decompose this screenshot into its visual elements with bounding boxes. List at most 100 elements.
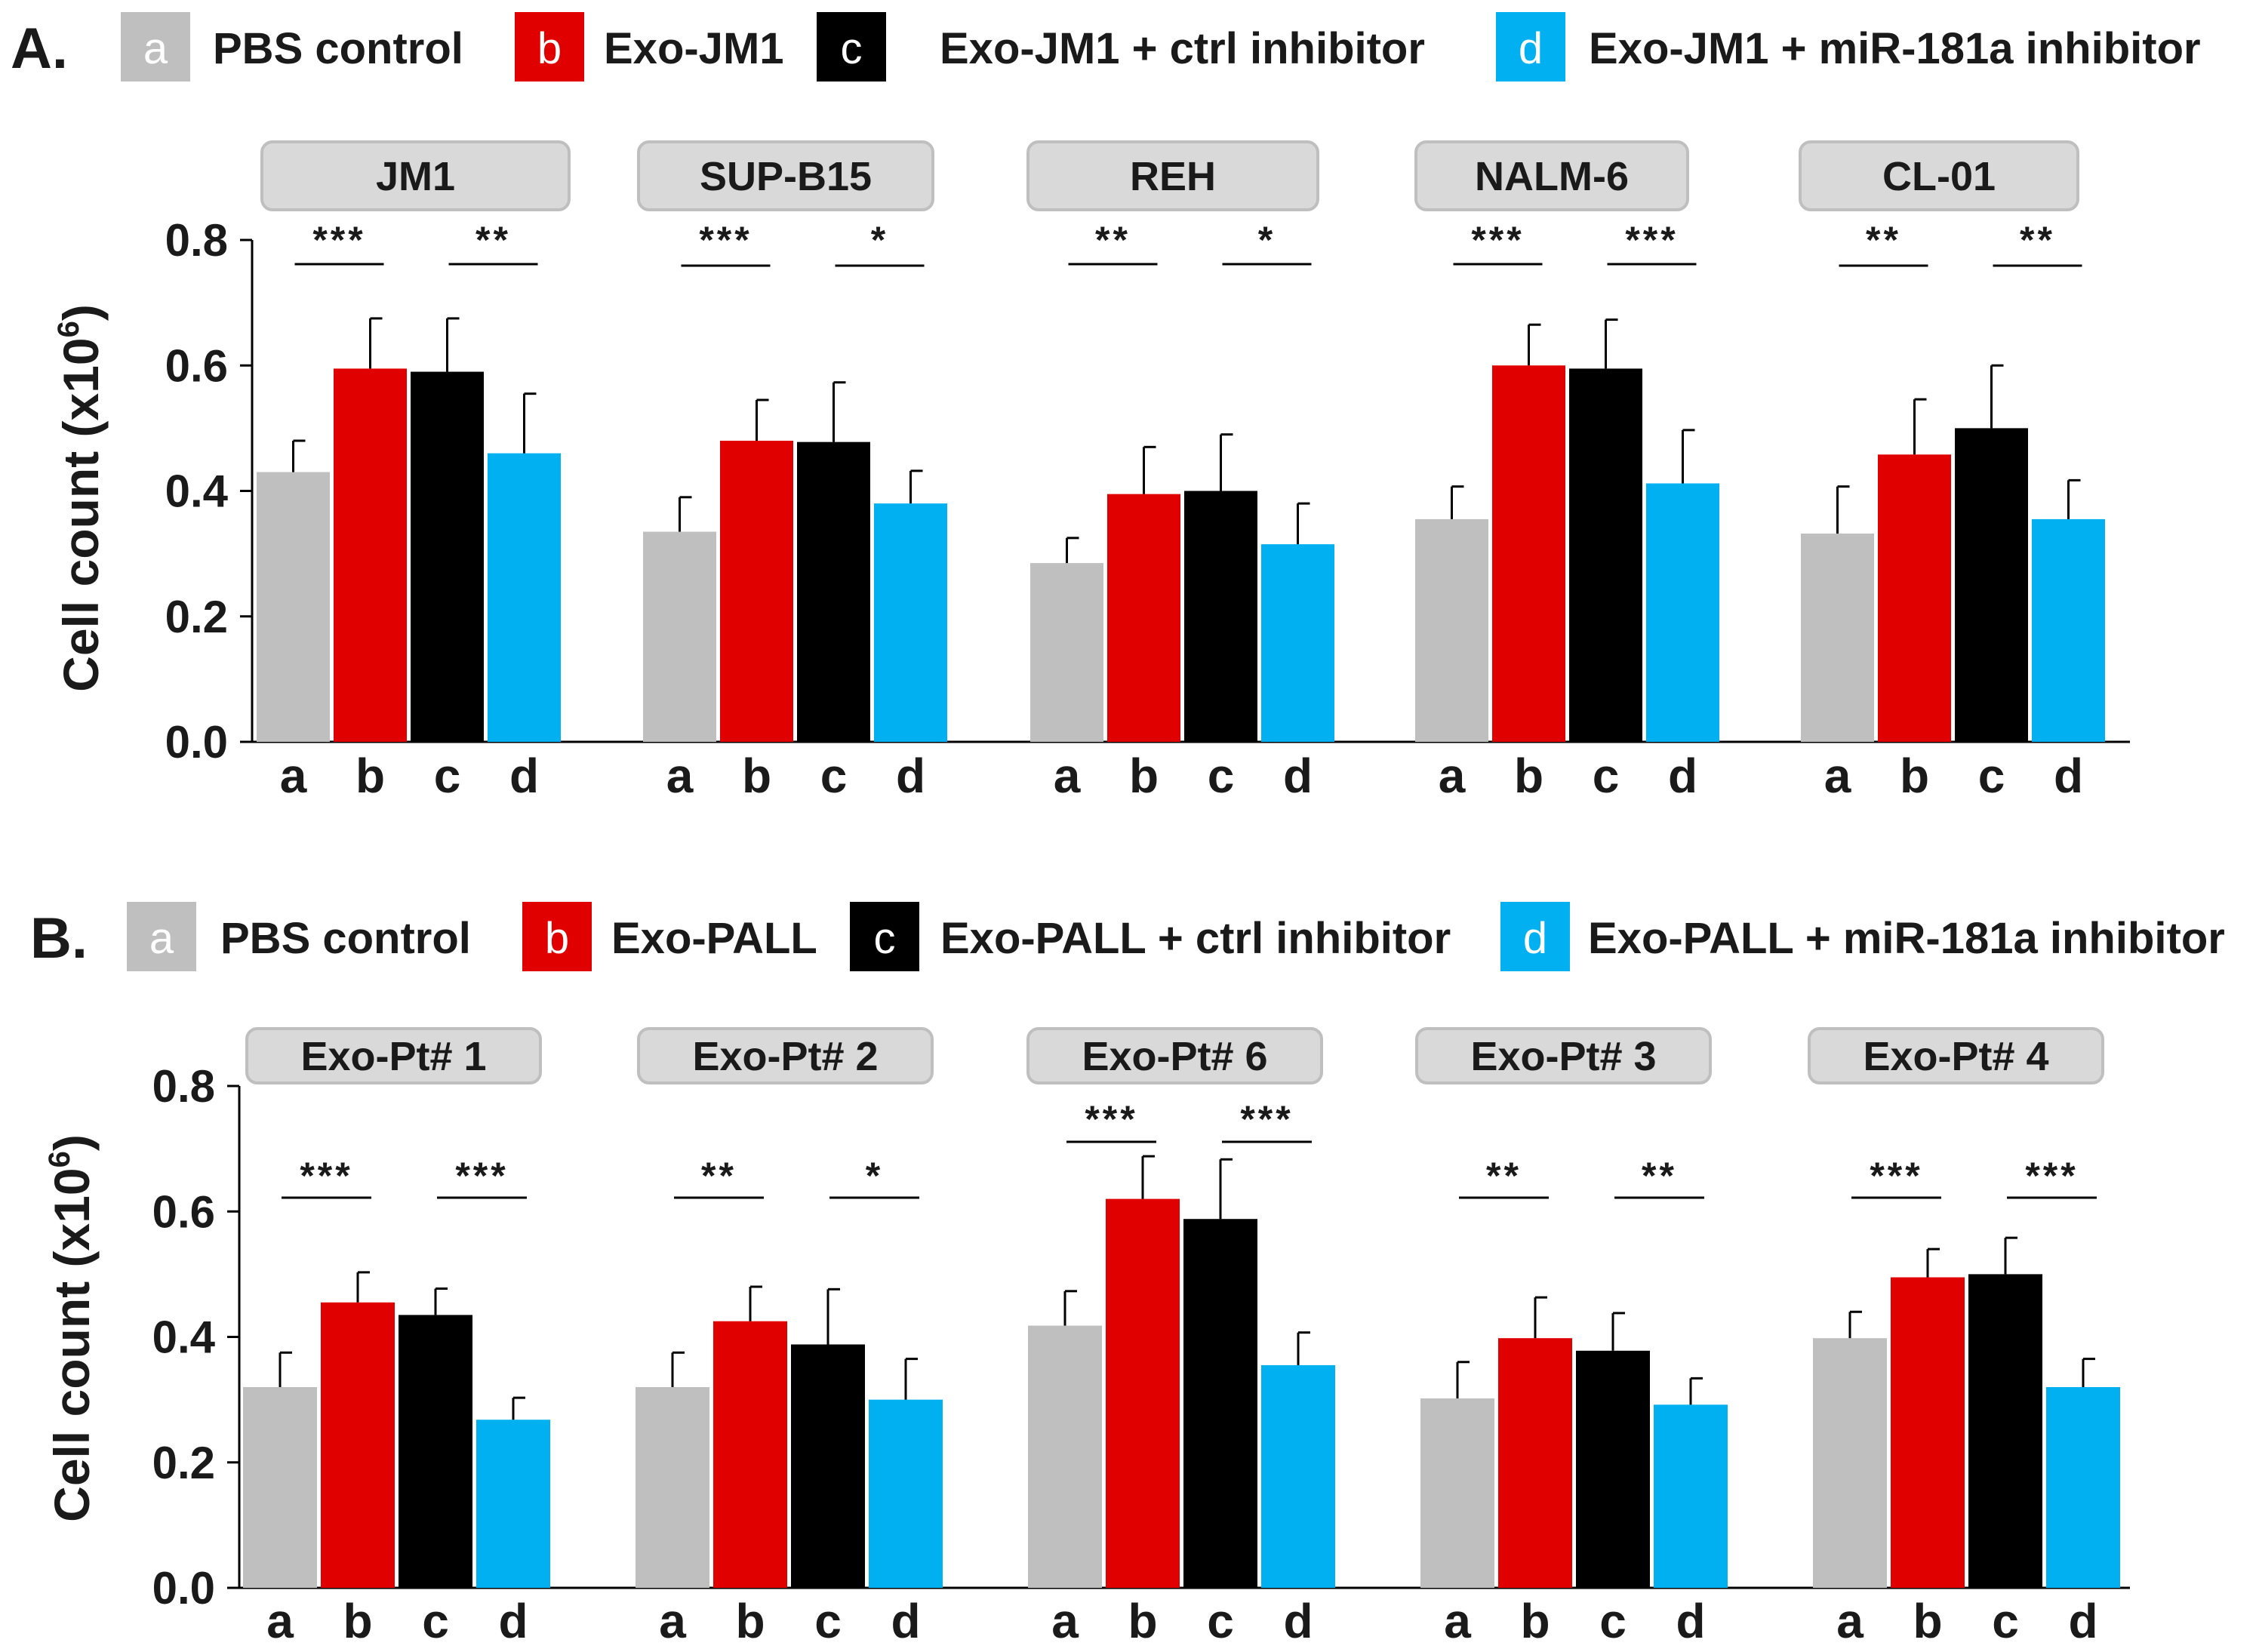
- bar-group: CL-01 a b c d ** **: [1799, 140, 2105, 803]
- significance-label: ***: [1870, 1155, 1922, 1197]
- legend-label: Exo-JM1: [604, 24, 784, 73]
- group-label-box: [637, 140, 934, 211]
- legend-code: b: [545, 914, 569, 963]
- y-axis-title: Cell count (x106): [52, 304, 109, 692]
- category-label: a: [659, 1594, 686, 1648]
- y-tick-label: 0.6: [165, 340, 228, 391]
- legend-label: Exo-PALL + ctrl inhibitor: [940, 914, 1451, 963]
- bar: [1891, 1277, 1965, 1588]
- category-label: c: [814, 1594, 842, 1648]
- group-label-box: [245, 1027, 542, 1084]
- bar: [1813, 1338, 1887, 1588]
- bar: [399, 1315, 472, 1588]
- group-label: REH: [1130, 154, 1216, 199]
- category-label: d: [2054, 749, 2083, 803]
- legend-code: c: [841, 24, 863, 73]
- y-tick-label: 0.8: [165, 215, 228, 266]
- bar: [1576, 1350, 1650, 1588]
- category-label: a: [1836, 1594, 1864, 1648]
- bar: [1183, 1219, 1257, 1588]
- bar: [869, 1399, 943, 1588]
- bar-group: Exo-Pt# 2a b c d** *: [636, 1027, 943, 1648]
- category-label: c: [434, 749, 461, 803]
- group-label: Exo-Pt# 6: [1082, 1034, 1267, 1079]
- y-axis-title-close: ): [53, 304, 109, 321]
- significance-label: ***: [300, 1155, 352, 1197]
- group-label: NALM-6: [1475, 154, 1629, 199]
- legend-label: Exo-PALL + miR-181a inhibitor: [1588, 914, 2225, 963]
- category-label: a: [666, 749, 694, 803]
- significance-label: **: [2020, 219, 2055, 261]
- y-axis-title-close: ): [44, 1134, 100, 1151]
- category-label: d: [498, 1594, 528, 1648]
- bar: [2046, 1387, 2120, 1588]
- significance-label: ***: [699, 219, 752, 261]
- group-label-box: [1414, 140, 1689, 211]
- bar: [1878, 454, 1951, 742]
- group-label-box: [260, 140, 571, 211]
- legend-label: PBS control: [213, 24, 463, 73]
- category-label: c: [1208, 749, 1235, 803]
- bar: [1801, 534, 1874, 742]
- group-label: Exo-Pt# 1: [300, 1034, 486, 1079]
- category-label: c: [1978, 749, 2005, 803]
- bar: [1569, 368, 1642, 742]
- category-label: a: [1444, 1594, 1471, 1648]
- legend-code: c: [874, 914, 896, 963]
- bar: [1107, 494, 1180, 742]
- legend-code: d: [1523, 914, 1547, 963]
- y-tick-label: 0.6: [152, 1186, 215, 1237]
- panel-letter: A.: [11, 17, 68, 81]
- bar: [476, 1420, 550, 1588]
- legend-label: Exo-JM1 + ctrl inhibitor: [940, 24, 1425, 73]
- bar: [1420, 1398, 1494, 1588]
- category-label: a: [1054, 749, 1081, 803]
- group-label: JM1: [376, 154, 455, 199]
- significance-label: ***: [1625, 219, 1678, 261]
- significance-label: *: [866, 1155, 883, 1197]
- bar: [2032, 518, 2105, 742]
- significance-label: *: [1258, 219, 1276, 261]
- y-tick-label: 0.8: [152, 1061, 215, 1112]
- group-label-box: [1026, 1027, 1323, 1084]
- significance-label: ***: [455, 1155, 508, 1197]
- legend-label: PBS control: [220, 914, 471, 963]
- y-axis-title-main: Cell count (x10: [53, 337, 109, 691]
- panel-letter: B.: [30, 906, 88, 971]
- bar: [411, 371, 484, 742]
- bar: [874, 503, 947, 742]
- category-label: d: [1676, 1594, 1705, 1648]
- significance-label: **: [1486, 1155, 1522, 1197]
- bar: [797, 441, 870, 742]
- category-label: c: [820, 749, 848, 803]
- group-label: SUP-B15: [700, 154, 872, 199]
- significance-label: **: [1642, 1155, 1677, 1197]
- group-label-box: [637, 1027, 934, 1084]
- y-axis-title-main: Cell count (x10: [44, 1167, 100, 1521]
- y-tick-label: 0.4: [152, 1312, 216, 1363]
- significance-label: ***: [1085, 1098, 1137, 1140]
- bar: [1646, 483, 1719, 742]
- bar: [1968, 1274, 2042, 1588]
- legend-code: a: [143, 24, 168, 73]
- y-axis-title-sup: 6: [52, 321, 85, 337]
- bar: [1415, 518, 1488, 742]
- significance-label: ***: [2025, 1155, 2078, 1197]
- category-label: d: [2068, 1594, 2097, 1648]
- significance-label: **: [475, 219, 511, 261]
- bar: [1184, 491, 1257, 742]
- category-label: b: [1129, 749, 1159, 803]
- legend-label: Exo-PALL: [611, 914, 817, 963]
- category-label: b: [1520, 1594, 1550, 1648]
- legend-swatch: [515, 12, 584, 82]
- category-label: a: [1051, 1594, 1079, 1648]
- bar-group: Exo-Pt# 3 a b c d ** **: [1415, 1027, 1728, 1648]
- bar-group: NALM-6 a b c d *** ***: [1414, 140, 1719, 803]
- bar: [720, 441, 793, 742]
- legend-swatch: [121, 12, 190, 82]
- category-label: b: [1514, 749, 1543, 803]
- category-label: c: [422, 1594, 449, 1648]
- bar: [1492, 365, 1565, 742]
